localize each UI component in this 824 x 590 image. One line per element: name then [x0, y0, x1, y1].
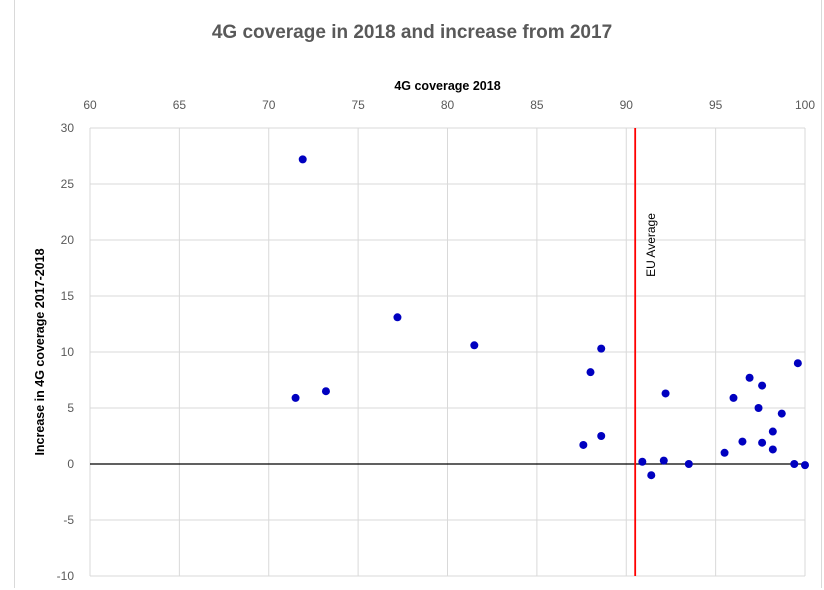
- x-tick-label: 80: [441, 98, 455, 112]
- data-point: [790, 460, 799, 468]
- data-point: [729, 393, 738, 402]
- data-point: [793, 359, 802, 368]
- x-tick-label: 100: [795, 98, 815, 112]
- data-point: [745, 373, 754, 382]
- data-point: [758, 381, 767, 390]
- x-tick-label: 70: [262, 98, 276, 112]
- y-tick-label: 20: [61, 233, 75, 247]
- x-tick-label: 75: [351, 98, 365, 112]
- eu-average-label: EU Average: [644, 213, 658, 277]
- data-point: [291, 393, 300, 402]
- data-point: [586, 368, 595, 377]
- x-tick-label: 90: [620, 98, 634, 112]
- data-point: [720, 448, 729, 457]
- data-point: [638, 457, 647, 466]
- y-tick-label: 15: [61, 289, 75, 303]
- data-point: [298, 155, 307, 164]
- y-tick-label: 10: [61, 345, 75, 359]
- x-tick-label: 65: [173, 98, 187, 112]
- x-axis-title: 4G coverage 2018: [394, 79, 500, 93]
- data-point: [758, 438, 767, 447]
- data-point: [661, 389, 670, 398]
- x-tick-labels: 60 65 70 75 80 85 90 95 100: [83, 98, 815, 112]
- data-point: [754, 404, 763, 412]
- data-point: [579, 440, 588, 449]
- x-tick-label: 60: [83, 98, 97, 112]
- chart-title: 4G coverage in 2018 and increase from 20…: [211, 22, 613, 43]
- y-axis-title: Increase in 4G coverage 2017-2018: [33, 248, 47, 455]
- y-tick-label: 0: [67, 457, 74, 471]
- chart-frame: [14, 0, 822, 588]
- data-point: [393, 313, 402, 322]
- data-point: [659, 456, 668, 465]
- data-point: [684, 460, 693, 468]
- grid-layer: [89, 127, 806, 577]
- data-point: [768, 427, 777, 436]
- data-point: [768, 445, 777, 454]
- y-tick-label: 25: [61, 177, 75, 191]
- data-point: [738, 437, 747, 446]
- y-tick-label: 5: [67, 401, 74, 415]
- data-point: [597, 344, 606, 353]
- data-point: [801, 461, 809, 470]
- data-point: [777, 409, 786, 418]
- y-tick-labels: 30 25 20 15 10 5 0 -5 -10: [57, 121, 75, 583]
- data-point: [470, 341, 479, 350]
- x-tick-label: 85: [530, 98, 544, 112]
- data-point: [321, 387, 330, 396]
- x-tick-label: 95: [709, 98, 723, 112]
- data-point: [597, 432, 606, 440]
- data-point: [647, 471, 656, 480]
- data-points: [291, 155, 809, 480]
- y-tick-label: -5: [63, 513, 74, 527]
- y-tick-label: -10: [57, 569, 75, 583]
- y-tick-label: 30: [61, 121, 75, 135]
